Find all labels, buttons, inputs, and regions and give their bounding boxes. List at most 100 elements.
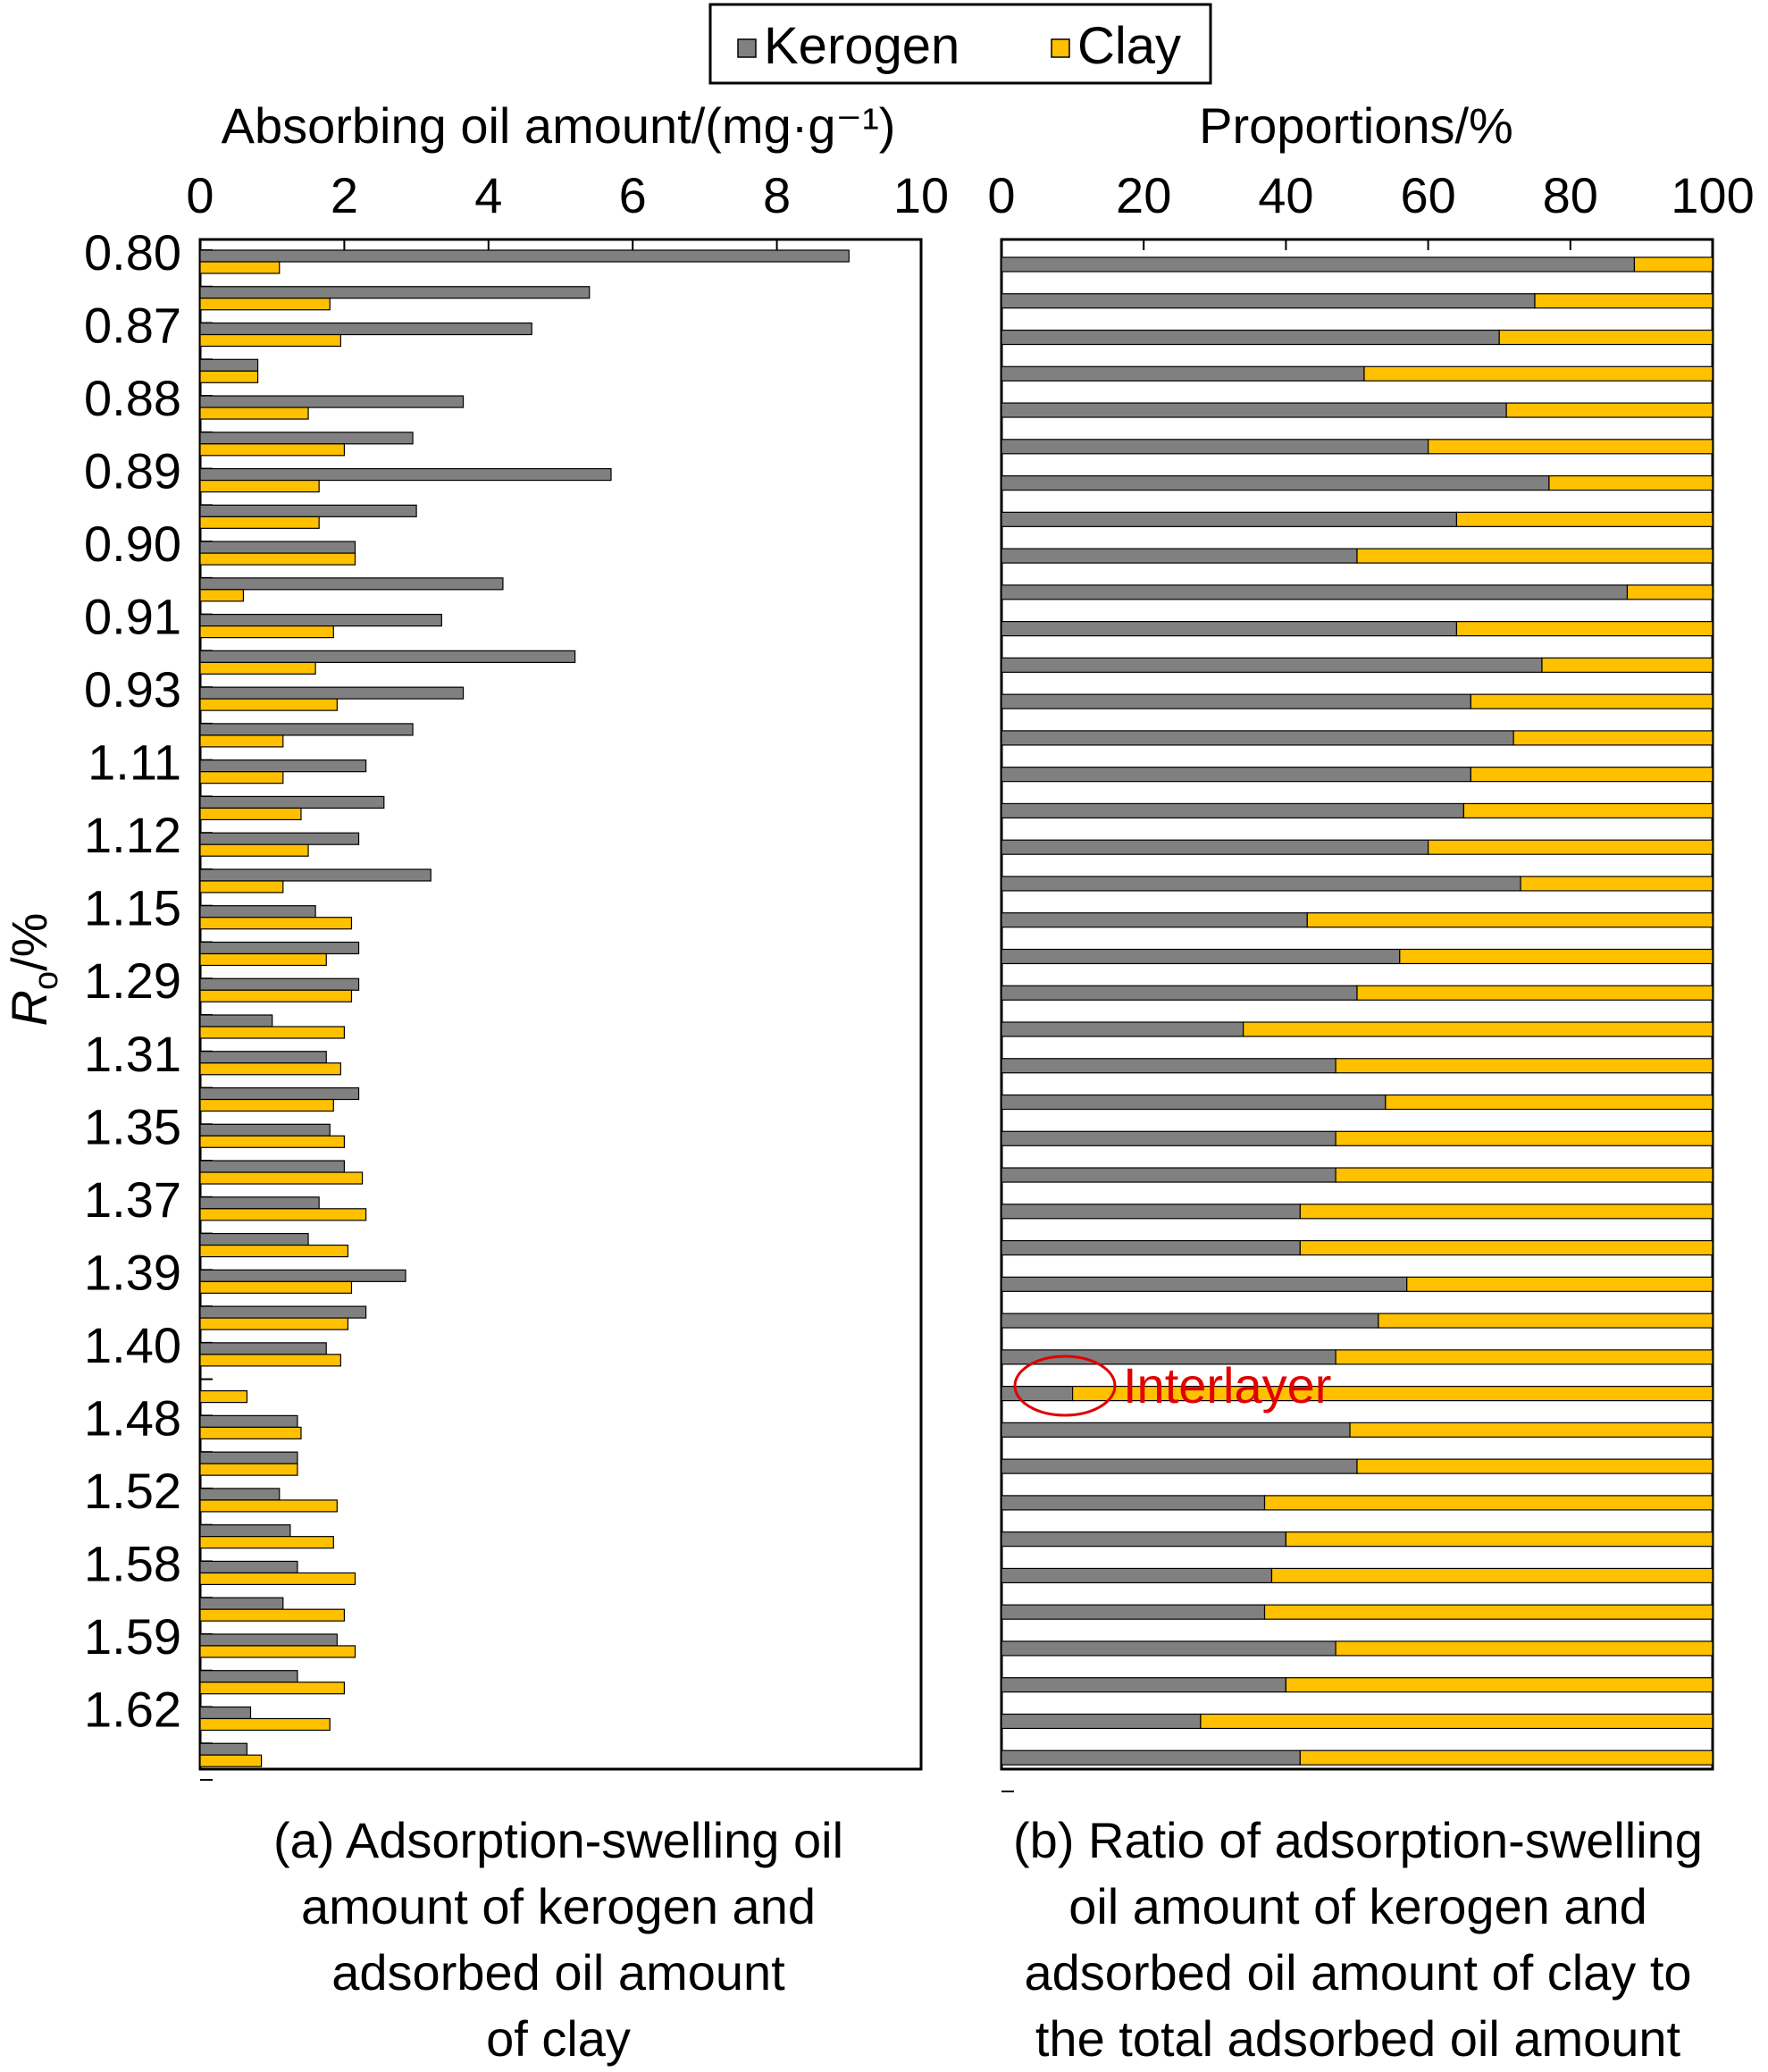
panel-a-clay-bar: [199, 1426, 302, 1439]
panel-b-clay-bar: [1505, 402, 1714, 418]
panel-a-clay-bar: [199, 1354, 341, 1367]
panel-a-clay-bar: [199, 1645, 356, 1658]
panel-b-kerogen-bar: [1001, 365, 1365, 382]
panel-a-kerogen-bar: [199, 577, 504, 591]
panel-a-clay-bar: [199, 880, 284, 893]
panel-b-kerogen-bar: [1001, 1713, 1202, 1730]
panel-a-kerogen-bar: [199, 977, 360, 991]
panel-a-clay-bar: [199, 625, 334, 639]
panel-a-kerogen-bar: [199, 249, 850, 263]
panel-b-x-tick-label: 60: [1400, 167, 1455, 223]
panel-a-kerogen-bar: [199, 832, 360, 845]
panel-a-clay-bar: [199, 407, 309, 420]
panel-b-kerogen-bar: [1001, 439, 1429, 455]
y-axis-title-main: R: [1, 990, 57, 1026]
panel-a-kerogen-bar: [199, 322, 532, 336]
panel-a-kerogen-bar: [199, 358, 259, 372]
panel-a-kerogen-bar: [199, 467, 612, 482]
panel-a-clay-bar: [199, 698, 338, 711]
panel-b-clay-bar: [1356, 1458, 1714, 1474]
panel-a-kerogen-bar: [199, 1524, 291, 1538]
panel-a-kerogen-bar: [199, 432, 414, 445]
panel-b-clay-bar: [1520, 876, 1714, 892]
panel-b-clay-bar: [1299, 1239, 1714, 1256]
y-tick-label: 0.89: [84, 443, 181, 499]
panel-b-kerogen-bar: [1001, 621, 1458, 637]
panel-a-clay-bar: [199, 1135, 345, 1148]
panel-a-kerogen-bar: [199, 1670, 298, 1683]
panel-a-kerogen-bar: [199, 650, 576, 663]
legend-kerogen-label: Kerogen: [764, 17, 959, 75]
panel-a-clay-bar: [199, 1062, 341, 1076]
panel-b-kerogen-bar: [1001, 693, 1471, 709]
panel-a-clay-bar: [199, 843, 309, 857]
interlayer-label: Interlayer: [1123, 1357, 1331, 1413]
panel-b-clay-bar: [1455, 511, 1714, 527]
y-tick-label: 1.15: [84, 880, 181, 936]
panel-b-caption-line: oil amount of kerogen and: [1068, 1878, 1647, 1934]
panel-b-clay-bar: [1335, 1167, 1714, 1183]
panel-a-kerogen-bar: [199, 1232, 309, 1246]
y-tick-label: 0.91: [84, 589, 181, 645]
panel-a-clay-bar: [199, 1244, 349, 1258]
panel-b-clay-bar: [1263, 1604, 1714, 1620]
panel-b-kerogen-bar: [1001, 293, 1536, 309]
panel-b-clay-bar: [1399, 948, 1714, 965]
panel-a-kerogen-bar: [199, 1305, 367, 1319]
panel-a-kerogen-bar: [199, 1742, 248, 1756]
panel-b-kerogen-bar: [1001, 1021, 1244, 1037]
panel-b-kerogen-bar: [1001, 1422, 1351, 1438]
panel-a-kerogen-bar: [199, 1560, 298, 1574]
panel-b-kerogen-bar: [1001, 1567, 1273, 1584]
panel-a-clay-bar: [199, 261, 281, 274]
panel-b-kerogen-bar: [1001, 802, 1465, 819]
panel-a-caption-line: of clay: [486, 2010, 631, 2067]
panel-b-clay-bar: [1335, 1130, 1714, 1146]
panel-a-clay-bar: [199, 1499, 338, 1513]
panel-b-caption: (b) Ratio of adsorption-swelling oil amo…: [965, 1808, 1751, 2072]
panel-a-kerogen-bar: [199, 759, 367, 773]
panel-a-x-tick-label: 10: [893, 167, 949, 223]
panel-a-clay-bar: [199, 298, 331, 311]
panel-a-kerogen-bar: [199, 1342, 327, 1355]
panel-b-clay-bar: [1378, 1313, 1714, 1329]
y-tick-label: 1.31: [84, 1026, 181, 1082]
y-tick-label: 1.62: [84, 1681, 181, 1737]
y-tick-label: 1.58: [84, 1535, 181, 1591]
panel-a-kerogen-bar: [199, 1086, 360, 1101]
panel-a-kerogen-bar: [199, 1196, 320, 1210]
panel-b-clay-bar: [1626, 584, 1714, 600]
panel-b-clay-bar: [1470, 693, 1714, 709]
panel-b-kerogen-bar: [1001, 948, 1401, 965]
panel-b-clay-bar: [1498, 329, 1714, 346]
panel-b-kerogen-bar: [1001, 1130, 1336, 1146]
panel-b-kerogen-bar: [1001, 876, 1521, 892]
panel-b-x-tick-label: 100: [1671, 167, 1754, 223]
panel-a-clay-bar: [199, 1098, 334, 1112]
panel-b-caption-line: the total adsorbed oil amount: [1035, 2010, 1681, 2067]
y-tick-label: 1.59: [84, 1608, 181, 1665]
panel-b-clay-bar: [1541, 657, 1714, 673]
y-tick-label: 1.11: [88, 734, 181, 791]
panel-a-clay-bar: [199, 443, 345, 457]
panel-b-clay-bar: [1427, 439, 1714, 455]
panel-a-clay-bar: [199, 1208, 367, 1221]
panel-b-kerogen-bar: [1001, 1313, 1379, 1329]
y-tick-label: 1.35: [84, 1098, 181, 1154]
panel-b-clay-bar: [1534, 293, 1714, 309]
panel-b-clay-bar: [1335, 1349, 1714, 1365]
panel-a-kerogen-bar: [199, 504, 417, 517]
panel-a-clay-bar: [199, 989, 353, 1002]
panel-b-kerogen-bar: [1001, 985, 1358, 1001]
legend-kerogen-swatch: [737, 38, 757, 58]
panel-a-clay-bar: [199, 479, 320, 493]
panel-b-clay-bar: [1406, 1276, 1714, 1292]
panel-b-kerogen-bar: [1001, 1458, 1358, 1474]
y-axis-title: Ro/%: [1, 913, 65, 1027]
panel-b-clay-bar: [1200, 1713, 1714, 1730]
panel-b-clay-bar: [1548, 474, 1714, 491]
panel-a-clay-bar: [199, 370, 259, 383]
panel-a-x-title: Absorbing oil amount/(mg·g⁻¹): [222, 97, 896, 154]
panel-a-clay-bar: [199, 734, 284, 748]
